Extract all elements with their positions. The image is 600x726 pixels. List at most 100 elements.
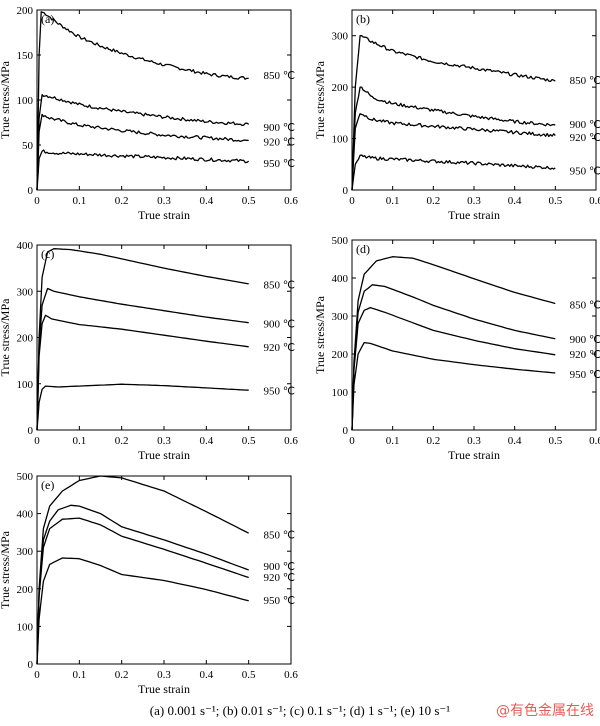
x-tick-label: 0.3	[157, 669, 171, 681]
temperature-label: 950 ℃	[263, 386, 295, 398]
y-tick-label: 0	[28, 185, 34, 197]
curve-920	[351, 113, 556, 191]
x-tick-label: 0.3	[157, 195, 171, 207]
temperature-label: 920 ℃	[263, 136, 295, 148]
curve-900	[351, 86, 556, 191]
x-tick-label: 0.4	[199, 669, 213, 681]
chart-panel-4: 0 0.1 0.2 0.3 0.4 0.5 0.6 0 100 200 300 400 500 True …	[313, 235, 600, 462]
y-tick-label: 150	[17, 50, 34, 62]
x-tick-label: 0.2	[115, 195, 129, 207]
y-tick-label: 400	[17, 240, 34, 252]
curve-920	[36, 314, 249, 431]
temperature-label: 900 ℃	[570, 119, 600, 131]
y-tick-label: 100	[17, 379, 34, 391]
y-tick-label: 400	[332, 273, 349, 285]
x-axis-label: True strain	[138, 208, 190, 222]
temperature-label: 850 ℃	[570, 75, 600, 87]
x-tick-label: 0.2	[115, 435, 129, 447]
x-tick-label: 0.5	[548, 195, 562, 207]
x-tick-label: 0	[349, 195, 355, 207]
plot-frame	[36, 9, 292, 191]
curve-950	[351, 154, 556, 191]
x-tick-label: 0.1	[386, 435, 400, 447]
temperature-label: 950 ℃	[263, 595, 295, 607]
x-tick-label: 0.1	[72, 195, 86, 207]
y-tick-label: 200	[332, 82, 349, 94]
chart-panel-3: 0 0.1 0.2 0.3 0.4 0.5 0.6 0 100 200 300 400 True str…	[0, 240, 298, 462]
y-tick-label: 100	[17, 95, 34, 107]
x-axis-label: True strain	[138, 682, 190, 696]
curve-950	[36, 383, 249, 431]
x-tick-label: 0.3	[467, 195, 481, 207]
y-tick-label: 500	[17, 471, 34, 483]
temperature-label: 920 ℃	[263, 572, 295, 584]
curve-920	[36, 517, 249, 665]
y-tick-label: 0	[343, 425, 349, 437]
y-tick-label: 500	[332, 235, 349, 247]
panel-label: (d)	[356, 242, 370, 256]
y-axis-label: True stress/MPa	[0, 530, 12, 609]
x-tick-label: 0.6	[284, 669, 298, 681]
x-tick-label: 0.1	[72, 669, 86, 681]
figure-caption: (a) 0.001 s⁻¹; (b) 0.01 s⁻¹; (c) 0.1 s⁻¹…	[149, 703, 451, 718]
x-tick-label: 0.4	[199, 435, 213, 447]
x-tick-label: 0.5	[242, 195, 256, 207]
panel-label: (a)	[41, 12, 54, 26]
temperature-label: 850 ℃	[263, 279, 295, 291]
y-axis-label: True stress/MPa	[0, 298, 12, 377]
y-tick-label: 200	[17, 5, 34, 17]
x-tick-label: 0.6	[284, 195, 298, 207]
charts-svg: 0 0.1 0.2 0.3 0.4 0.5 0.6 0 50 100 150 200 True stra…	[0, 5, 600, 696]
curve-850	[36, 475, 249, 665]
x-tick-label: 0	[34, 195, 40, 207]
temperature-label: 900 ℃	[263, 319, 295, 331]
y-tick-label: 200	[17, 584, 34, 596]
x-tick-label: 0.6	[589, 195, 600, 207]
curve-920	[36, 113, 249, 191]
plot-frame	[36, 475, 292, 665]
x-tick-label: 0.4	[508, 435, 522, 447]
x-tick-label: 0.4	[508, 195, 522, 207]
curve-900	[36, 287, 249, 431]
x-tick-label: 0	[34, 435, 40, 447]
x-tick-label: 0.6	[284, 435, 298, 447]
chart-panel-5: 0 0.1 0.2 0.3 0.4 0.5 0.6 0 100 200 300 400 500 True …	[0, 471, 298, 696]
curve-900	[36, 504, 249, 665]
x-tick-label: 0.3	[157, 435, 171, 447]
y-axis-label: True stress/MPa	[313, 295, 327, 374]
temperature-label: 850 ℃	[570, 300, 600, 312]
temperature-label: 900 ℃	[263, 561, 295, 573]
curve-850	[36, 248, 249, 431]
curve-900	[36, 93, 250, 191]
x-tick-label: 0.3	[467, 435, 481, 447]
x-tick-label: 0.4	[199, 195, 213, 207]
y-tick-label: 200	[17, 333, 34, 345]
x-tick-label: 0	[349, 435, 355, 447]
temperature-label: 950 ℃	[263, 158, 295, 170]
x-axis-label: True strain	[448, 208, 500, 222]
curve-950	[36, 557, 249, 665]
x-axis-label: True strain	[138, 448, 190, 462]
x-tick-label: 0	[34, 669, 40, 681]
watermark-text: @有色金属在线	[496, 703, 594, 719]
y-tick-label: 300	[332, 311, 349, 323]
temperature-label: 850 ℃	[263, 529, 295, 541]
temperature-label: 950 ℃	[570, 369, 600, 381]
temperature-label: 920 ℃	[570, 349, 600, 361]
curve-850	[36, 11, 249, 191]
curve-850	[351, 34, 556, 191]
x-axis-label: True strain	[448, 448, 500, 462]
curve-950	[351, 341, 556, 431]
y-tick-label: 0	[28, 659, 34, 671]
y-tick-label: 0	[28, 425, 34, 437]
plot-frame	[351, 239, 597, 431]
temperature-label: 920 ℃	[570, 132, 600, 144]
curve-850	[351, 256, 556, 431]
plot-frame	[36, 244, 292, 431]
x-tick-label: 0.1	[72, 435, 86, 447]
y-tick-label: 300	[332, 31, 349, 43]
temperature-label: 900 ℃	[263, 122, 295, 134]
temperature-label: 920 ℃	[263, 342, 295, 354]
x-tick-label: 0.1	[386, 195, 400, 207]
